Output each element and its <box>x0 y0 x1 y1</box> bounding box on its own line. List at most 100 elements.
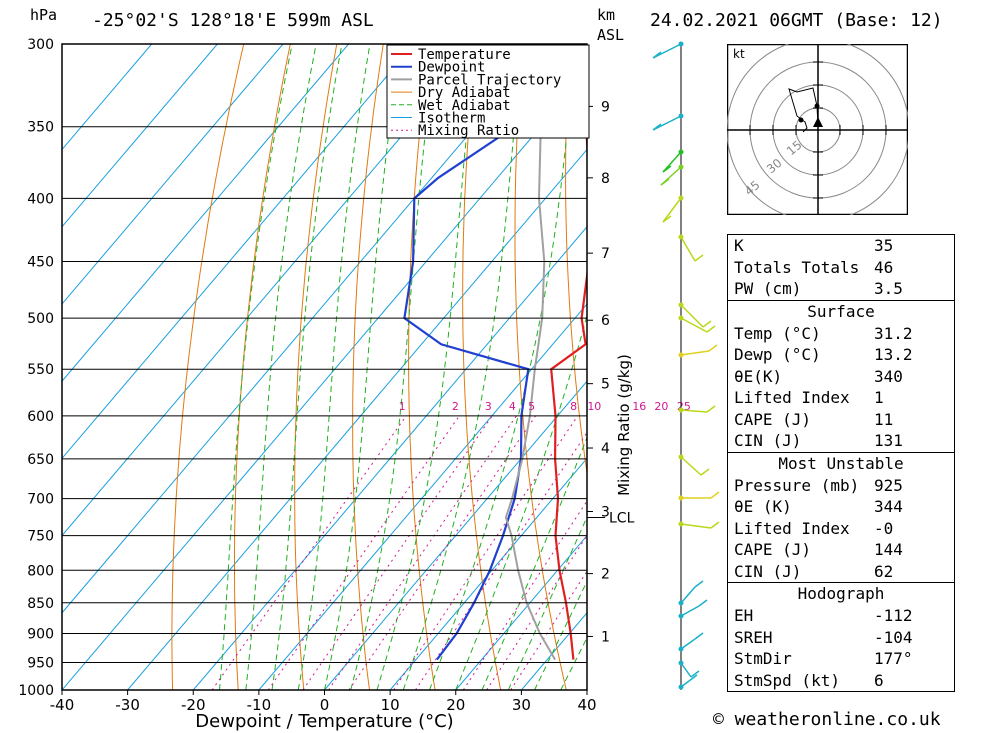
wet-adiabat-line <box>534 580 587 690</box>
wet-adiabat-line <box>455 313 587 690</box>
pressure-tick-label: 900 <box>27 626 54 642</box>
hodograph-section: Hodograph EH -112 SREH -104 StmDir 177° Stm… <box>728 582 954 691</box>
legend-entry: Temperature <box>418 47 511 63</box>
wind-level-marker <box>678 454 684 460</box>
hodograph-trace <box>788 87 819 133</box>
index-row: EH -112 <box>734 606 913 625</box>
mixing-ratio-line <box>393 415 579 690</box>
mixing-ratio-label: 20 <box>654 400 668 413</box>
km-tick-label: 5 <box>601 377 610 393</box>
wind-barb-flag <box>694 580 704 588</box>
index-row: Dewp (°C) 13.2 <box>734 345 913 364</box>
wind-barb <box>662 151 682 173</box>
wind-barb-flag <box>694 254 704 262</box>
legend-entry: Isotherm <box>418 111 485 127</box>
wind-barb <box>662 197 682 223</box>
wind-barb-flag <box>710 521 720 529</box>
mixing-ratio-label: 8 <box>570 400 577 413</box>
mixing-ratio-label: 16 <box>632 400 646 413</box>
wind-barb-flag <box>662 165 672 173</box>
index-row: θE(K) 340 <box>734 366 903 386</box>
pressure-tick-label: 650 <box>27 452 54 468</box>
wind-level-marker <box>678 195 684 201</box>
pressure-tick-label: 300 <box>27 37 54 53</box>
storm-motion-marker <box>813 117 823 127</box>
wind-barb-flag <box>700 468 710 476</box>
indices-panel: K 35 Totals Totals 46 PW (cm) 3.5 Surface T… <box>727 234 955 692</box>
wet-adiabat-line <box>376 44 477 690</box>
wet-adiabat-line <box>507 515 587 690</box>
hodograph-point <box>798 117 804 123</box>
wind-barb-flag <box>710 491 720 499</box>
wind-level-marker <box>678 660 684 666</box>
wind-barb <box>680 304 704 328</box>
mixing-ratio-line <box>328 415 517 690</box>
wet-adiabat-line <box>219 44 293 690</box>
wind-barb <box>680 409 708 413</box>
wind-barb <box>680 605 700 617</box>
index-row: PW (cm) 3.5 <box>734 279 903 298</box>
dry-adiabat-line <box>988 44 1000 690</box>
wind-barb-flag <box>702 320 712 328</box>
wind-barb-flag <box>694 632 704 640</box>
isotherm-line <box>62 44 481 537</box>
wind-level-marker <box>678 41 684 47</box>
km-tick-label: 4 <box>601 441 610 457</box>
plot-frame <box>61 43 588 691</box>
temperature-tick-label: -40 <box>50 696 75 714</box>
pressure-tick-label: 850 <box>27 596 54 612</box>
wind-barb-flag <box>660 178 670 186</box>
hodograph-title: Hodograph <box>797 584 885 603</box>
wet-adiabat-line <box>245 44 317 690</box>
wind-barb <box>680 236 696 262</box>
isotherm-line <box>62 44 349 382</box>
pressure-tick-label: 550 <box>27 362 54 378</box>
wind-barb <box>652 43 682 59</box>
index-row: Lifted Index -0 <box>734 518 894 538</box>
temperature-tick-label: 20 <box>446 696 465 714</box>
height-unit-label: km <box>597 6 616 24</box>
km-tick-label: 1 <box>601 629 610 645</box>
km-tick-label: 7 <box>601 246 610 262</box>
mixing-ratio-line <box>267 415 460 690</box>
wind-barb-flag <box>690 670 700 678</box>
pressure-unit-label: hPa <box>30 6 58 24</box>
wind-level-marker <box>678 521 684 527</box>
surface-title: Surface <box>807 301 875 321</box>
pressure-tick-label: 1000 <box>18 683 54 699</box>
index-row: StmSpd (kt) 6 <box>734 670 884 690</box>
index-row: StmDir 177° <box>734 649 913 668</box>
pressure-tick-label: 400 <box>27 191 54 207</box>
mixing-ratio-label: 2 <box>452 400 459 413</box>
wind-barb-flag <box>652 123 662 131</box>
mixing-ratio-label: 3 <box>485 400 492 413</box>
wind-level-marker <box>678 149 684 155</box>
height-ref-label: ASL <box>597 26 625 44</box>
pressure-tick-label: 500 <box>27 311 54 327</box>
wind-level-marker <box>678 302 684 308</box>
dry-adiabat-line <box>171 44 245 690</box>
index-row: K 35 <box>734 236 894 255</box>
wind-barb-flag <box>708 344 718 352</box>
temperature-tick-label: -30 <box>115 696 140 714</box>
legend-entry: Wet Adiabat <box>418 98 511 114</box>
legend-entry: Dewpoint <box>418 60 485 76</box>
legend-entry: Mixing Ratio <box>418 123 519 139</box>
copyright: © weatheronline.co.uk <box>713 709 941 730</box>
hodograph-point <box>814 103 820 109</box>
temperature-tick-label: 40 <box>577 696 596 714</box>
mixing-ratio-label: 1 <box>399 400 406 413</box>
mixing-ratio-line <box>486 534 587 690</box>
legend-entry: Parcel Trajectory <box>418 72 561 88</box>
legend-entry: Dry Adiabat <box>418 85 511 101</box>
x-axis-label: Dewpoint / Temperature (°C) <box>195 711 453 732</box>
mixing-ratio-axis-label: Mixing Ratio (g/kg) <box>615 354 633 496</box>
index-row: Temp (°C) 31.2 <box>734 323 913 343</box>
pressure-tick-label: 600 <box>27 409 54 425</box>
km-tick-label: 6 <box>601 313 610 329</box>
km-tick-label: 3 <box>601 504 610 520</box>
wind-level-marker <box>678 646 684 652</box>
wind-barb <box>680 350 710 356</box>
